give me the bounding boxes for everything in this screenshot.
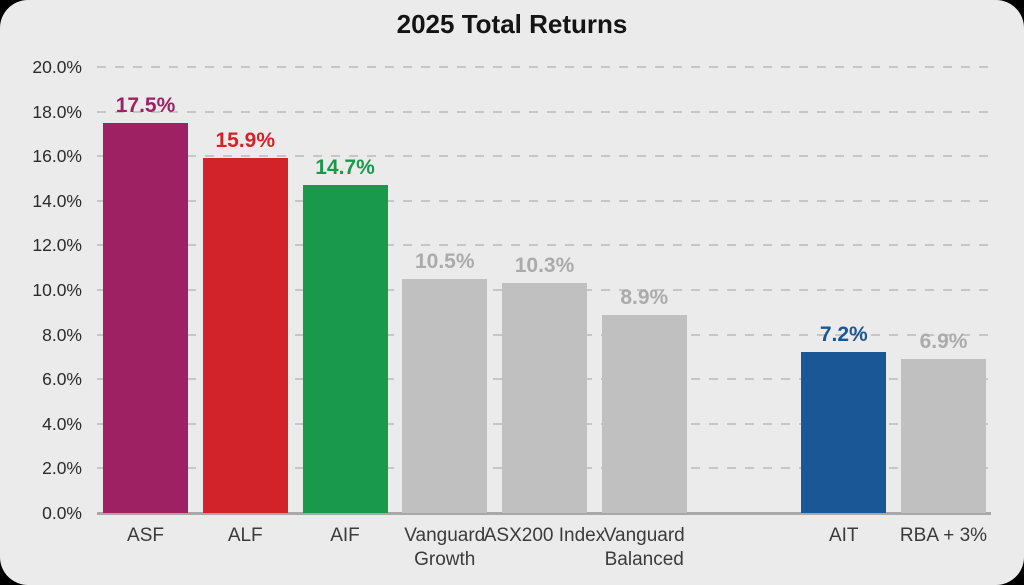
x-axis-line	[97, 512, 991, 515]
bar-vanguard-growth	[402, 278, 488, 513]
ytick-4-0: 4.0%	[42, 413, 82, 434]
value-label-alf: 15.9%	[215, 129, 276, 153]
ytick-20-0: 20.0%	[32, 57, 82, 77]
gridline-16-0	[97, 155, 991, 158]
gridline-18-0	[97, 110, 991, 113]
ytick-0-0: 0.0%	[42, 503, 82, 523]
value-label-vanguard-growth: 10.5%	[414, 249, 475, 273]
bar-ait	[801, 352, 887, 513]
ytick-14-0: 14.0%	[32, 190, 82, 211]
bar-rba-3	[901, 359, 986, 513]
bar-vanguard-balanced	[601, 314, 687, 513]
xlabel-vanguard-balanced: Vanguard Balanced	[603, 525, 685, 570]
bar-asx200-index	[502, 283, 587, 513]
plot-area: 17.5% 15.9% 14.7% 10.5% 10.3% 8.9% 7.2% 6.9%	[97, 66, 991, 515]
bar-alf	[202, 158, 288, 513]
ytick-8-0: 8.0%	[42, 324, 82, 345]
ytick-2-0: 2.0%	[42, 458, 82, 479]
chart-title: 2025 Total Returns	[396, 9, 628, 39]
bar-asf	[103, 122, 188, 513]
gridline-12-0	[97, 244, 991, 247]
gridline-20-0	[97, 66, 991, 68]
value-label-asf: 17.5%	[115, 93, 176, 117]
ytick-16-0: 16.0%	[32, 146, 82, 167]
xlabel-rba-3: RBA + 3%	[899, 525, 988, 546]
value-label-vanguard-balanced: 8.9%	[620, 285, 669, 309]
xlabel-aif: AIF	[330, 525, 360, 546]
bar-aif	[302, 185, 388, 513]
value-label-rba-3: 6.9%	[919, 330, 968, 354]
ytick-10-0: 10.0%	[32, 280, 82, 300]
ytick-12-0: 12.0%	[32, 235, 82, 256]
xlabel-asf: ASF	[127, 525, 164, 546]
ytick-18-0: 18.0%	[32, 101, 82, 122]
value-label-aif: 14.7%	[315, 156, 375, 180]
value-label-asx200-index: 10.3%	[514, 254, 575, 278]
xlabel-asx200-index: ASX200 Index	[483, 525, 606, 546]
value-label-ait: 7.2%	[819, 323, 868, 347]
gridline-14-0	[97, 199, 991, 202]
ytick-6-0: 6.0%	[42, 369, 82, 390]
xlabel-vanguard-growth: Vanguard Growth	[404, 525, 486, 570]
xlabel-alf: ALF	[227, 525, 263, 546]
xlabel-ait: AIT	[828, 525, 859, 546]
